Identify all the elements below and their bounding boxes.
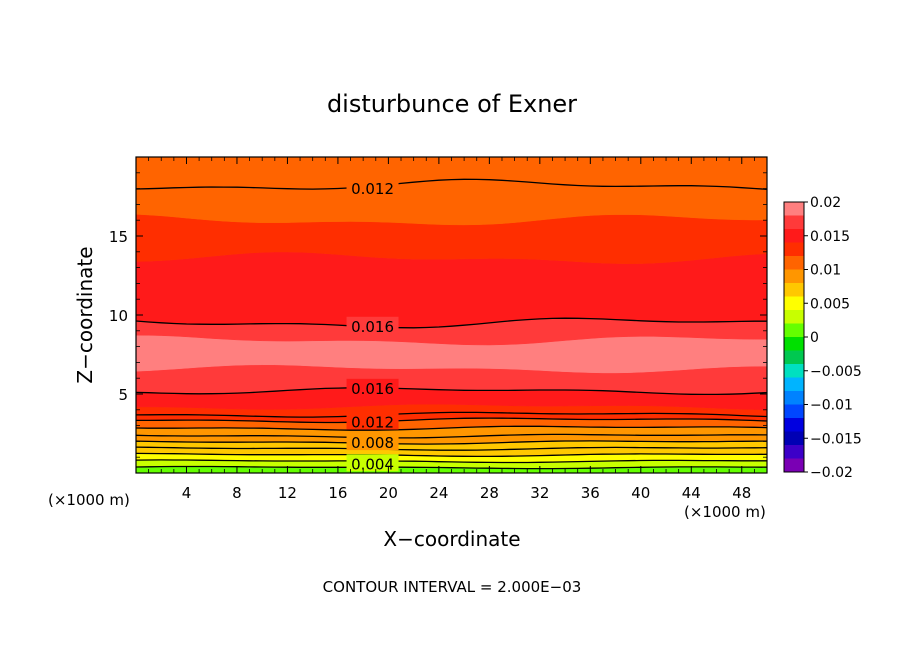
x-tick-label-9: 40 [631, 484, 650, 502]
colorbar-label-2: 0.01 [810, 263, 841, 279]
contour-line-4 [136, 440, 767, 445]
x-tick-label-6: 28 [480, 484, 499, 502]
contour-label-bg-5 [346, 454, 399, 472]
contour-line-6 [136, 425, 767, 431]
colorbar-label-8: −0.02 [810, 465, 853, 481]
contour-lines [136, 178, 767, 470]
x-tick-label-8: 36 [581, 484, 600, 502]
x-tick-label-0: 4 [182, 484, 192, 502]
x-axis-label: X−coordinate [383, 527, 520, 551]
contour-line-10 [136, 317, 767, 329]
contour-label-1: 0.016 [351, 318, 394, 336]
x-tick-label-11: 48 [732, 484, 751, 502]
colorbar-cell-13 [784, 377, 804, 392]
contour-label-bg-2 [346, 378, 399, 396]
colorbar: 0.02 0.015 0.01 0.005 0 −0.005 −0.01 −0.015 −0.0… [783, 195, 862, 481]
x-axis-unit-left: (×1000 m) [48, 491, 130, 509]
contour-line-1 [136, 459, 767, 464]
contour-line-11 [136, 178, 767, 190]
y-tick-label-2: 15 [109, 228, 128, 246]
x-axis-ticks: 4 8 12 16 20 24 28 32 36 40 44 48 [148, 157, 755, 502]
contour-label-2: 0.016 [351, 380, 394, 398]
contour-label-4: 0.008 [351, 434, 394, 452]
colorbar-cell-14 [784, 391, 804, 405]
contour-line-3 [136, 446, 767, 451]
colorbar-label-1: 0.015 [810, 229, 850, 245]
colorbar-cell-5 [784, 269, 804, 284]
x-tick-label-4: 20 [379, 484, 398, 502]
contour-band-0 [136, 466, 767, 473]
colorbar-label-3: 0.005 [810, 296, 850, 312]
contour-line-2 [136, 452, 767, 458]
x-tick-label-1: 8 [232, 484, 242, 502]
contour-label-bg-1 [346, 316, 399, 334]
contour-line-0 [136, 465, 767, 470]
contour-line-8 [136, 411, 767, 418]
colorbar-cell-0 [784, 202, 804, 216]
contour-line-5 [136, 433, 767, 439]
colorbar-cells [784, 202, 804, 473]
colorbar-cell-16 [784, 418, 804, 432]
colorbar-cell-7 [784, 296, 804, 311]
x-tick-label-3: 16 [328, 484, 347, 502]
colorbar-cell-2 [784, 229, 804, 243]
contour-label-bg-3 [346, 412, 399, 430]
contour-label-bg-4 [346, 433, 399, 451]
y-tick-label-1: 10 [109, 307, 128, 325]
colorbar-label-0: 0.02 [810, 195, 841, 211]
x-tick-label-10: 44 [682, 484, 701, 502]
colorbar-cell-4 [784, 256, 804, 270]
y-axis-ticks: 5 10 15 [109, 172, 767, 458]
colorbar-labels: 0.02 0.015 0.01 0.005 0 −0.005 −0.01 −0.015 −0.0… [804, 195, 862, 481]
colorbar-label-7: −0.015 [810, 431, 862, 447]
filled-contour-bands [136, 157, 767, 473]
contour-label-5: 0.004 [351, 455, 394, 473]
colorbar-cell-15 [784, 404, 804, 419]
contour-line-9 [136, 387, 767, 396]
x-axis-unit-right: (×1000 m) [684, 503, 766, 521]
colorbar-cell-10 [784, 337, 804, 351]
contour-label-0: 0.012 [351, 180, 394, 198]
colorbar-cell-19 [784, 458, 804, 473]
colorbar-label-4: 0 [810, 330, 819, 346]
colorbar-cell-12 [784, 364, 804, 378]
y-tick-label-0: 5 [118, 386, 128, 404]
y-axis-label: Z−coordinate [73, 246, 97, 383]
x-tick-label-7: 32 [530, 484, 549, 502]
x-tick-label-2: 12 [278, 484, 297, 502]
contour-labels: 0.012 0.016 0.016 0.012 0.008 0.004 [346, 178, 399, 473]
colorbar-cell-6 [784, 283, 804, 297]
colorbar-cell-18 [784, 445, 804, 459]
colorbar-label-6: −0.01 [810, 398, 853, 414]
contour-band-14 [136, 251, 767, 329]
colorbar-cell-11 [784, 350, 804, 365]
chart-title: disturbunce of Exner [327, 90, 577, 118]
colorbar-cell-9 [784, 323, 804, 338]
contour-label-3: 0.012 [351, 413, 394, 431]
colorbar-label-5: −0.005 [810, 364, 862, 380]
colorbar-cell-3 [784, 242, 804, 257]
contour-label-bg-0 [346, 178, 399, 196]
colorbar-cell-1 [784, 215, 804, 230]
x-tick-label-5: 24 [429, 484, 448, 502]
colorbar-cell-17 [784, 431, 804, 446]
contour-interval-note: CONTOUR INTERVAL = 2.000E−03 [323, 578, 582, 596]
colorbar-cell-8 [784, 310, 804, 324]
contour-line-7 [136, 417, 767, 424]
